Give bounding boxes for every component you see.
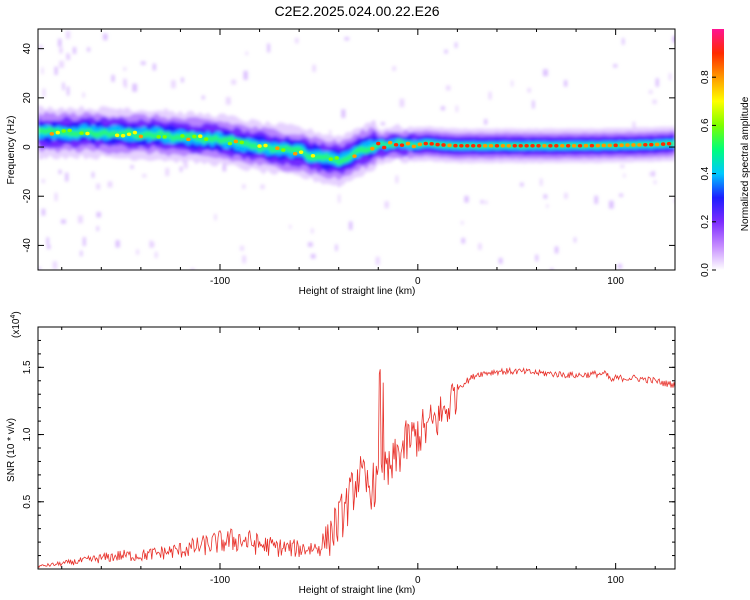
snr-background	[38, 327, 675, 569]
snr-multiplier-base: (x10	[11, 318, 22, 338]
spectrogram-ytick-label: 0	[22, 144, 33, 150]
colorbar-gradient	[712, 29, 724, 270]
colorbar: 0.0 0.2 0.4 0.6 0.8 Normalized spectral ampl…	[700, 29, 750, 277]
snr-xtick-label: 100	[607, 575, 624, 586]
svg-text:(x104): (x104)	[10, 311, 22, 338]
spectrogram-xtick-label: 0	[415, 276, 421, 287]
colorbar-label: Normalized spectral amplitude	[740, 96, 750, 231]
snr-ytick-label: 1.5	[22, 360, 33, 374]
snr-ytick-label: 0.5	[22, 494, 33, 508]
snr-xlabel: Height of straight line (km)	[299, 585, 416, 596]
colorbar-tick-label: 0.8	[700, 70, 711, 84]
snr-ticks: -100 0 100 0.5 1.0 1.5	[22, 327, 675, 586]
colorbar-ticks: 0.0 0.2 0.4 0.6 0.8	[700, 70, 716, 277]
colorbar-tick-label: 0.0	[700, 263, 711, 277]
colorbar-tick-label: 0.6	[700, 118, 711, 132]
spectrogram-ytick-label: -40	[22, 238, 33, 253]
spectrogram-ytick-label: -20	[22, 189, 33, 204]
spectrogram-band	[38, 31, 675, 270]
snr-multiplier-exp: 4	[10, 315, 17, 319]
snr-xtick-label: 0	[415, 575, 421, 586]
snr-multiplier: (x104)	[10, 311, 22, 338]
spectrogram-heatmap	[38, 31, 675, 270]
spectrogram-xtick-label: 100	[607, 276, 624, 287]
snr-xtick-label: -100	[210, 575, 230, 586]
spectrogram-ylabel: Frequency (Hz)	[6, 116, 17, 185]
spectrogram-frame	[37, 28, 676, 271]
spectrogram-panel: -100 0 100 -40 -20 0 20 40 Height of straight l…	[6, 28, 676, 297]
colorbar-tick-label: 0.4	[700, 166, 711, 180]
spectrogram-xlabel: Height of straight line (km)	[299, 286, 416, 297]
spectrogram-ticks: -100 0 100 -40 -20 0 20 40	[22, 29, 675, 287]
snr-ylabel: SNR (10 * v/v)	[6, 418, 17, 482]
spectrogram-ytick-label: 40	[22, 43, 33, 55]
colorbar-tick-label: 0.2	[700, 214, 711, 228]
spectrogram-ytick-label: 20	[22, 92, 33, 104]
spectrogram-xtick-label: -100	[210, 276, 230, 287]
snr-ytick-label: 1.0	[22, 427, 33, 441]
snr-series-line	[38, 366, 675, 569]
snr-panel: -100 0 100 0.5 1.0 1.5 Height of straight lin…	[6, 311, 676, 596]
chart-title: C2E2.2025.024.00.22.E26	[274, 3, 439, 19]
